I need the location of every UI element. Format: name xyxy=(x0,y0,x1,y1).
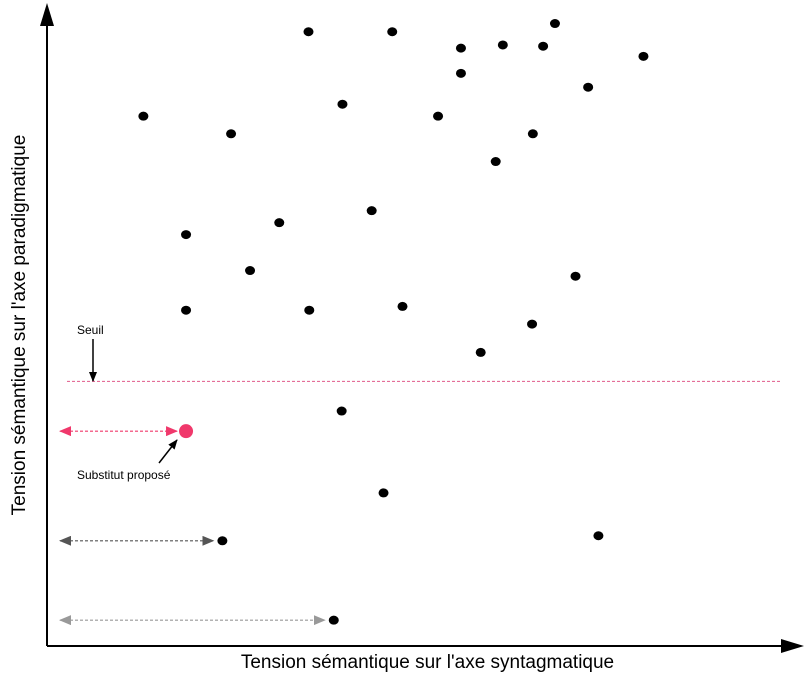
proposed-substitute-label: Substitut proposé xyxy=(77,468,171,482)
threshold-label: Seuil xyxy=(77,323,104,337)
data-point xyxy=(538,41,549,51)
data-point xyxy=(387,27,398,37)
proposed-pointer-arrow xyxy=(158,439,178,464)
x-axis-arrowhead xyxy=(781,639,804,653)
data-points xyxy=(138,19,649,625)
data-point xyxy=(304,305,315,315)
data-point xyxy=(226,129,237,139)
data-point xyxy=(497,40,508,50)
data-point xyxy=(593,531,604,541)
data-point xyxy=(274,218,285,228)
data-point xyxy=(245,266,256,276)
data-point xyxy=(181,230,192,240)
data-point xyxy=(455,43,466,53)
data-point xyxy=(397,301,408,311)
data-point xyxy=(336,406,347,416)
x-axis-label: Tension sémantique sur l'axe syntagmatiq… xyxy=(240,652,615,673)
data-point xyxy=(490,157,501,167)
data-point xyxy=(570,271,581,281)
data-point xyxy=(455,68,466,78)
data-point xyxy=(433,111,444,121)
data-point xyxy=(366,206,377,216)
proposed-substitute-point xyxy=(179,424,194,439)
data-point xyxy=(337,99,348,109)
data-point xyxy=(138,111,149,121)
data-point xyxy=(217,536,228,546)
data-point xyxy=(638,51,649,61)
data-point xyxy=(549,19,560,29)
distance-arrows xyxy=(59,426,326,626)
y-axis-arrowhead xyxy=(40,3,54,26)
data-point xyxy=(527,129,538,139)
data-point xyxy=(527,319,538,329)
data-point xyxy=(378,488,389,498)
data-point xyxy=(303,27,314,37)
y-axis-label: Tension sémantique sur l'axe paradigmati… xyxy=(9,134,30,516)
data-point xyxy=(475,347,486,357)
data-point xyxy=(583,82,594,92)
data-point xyxy=(328,615,339,625)
data-point xyxy=(181,305,192,315)
